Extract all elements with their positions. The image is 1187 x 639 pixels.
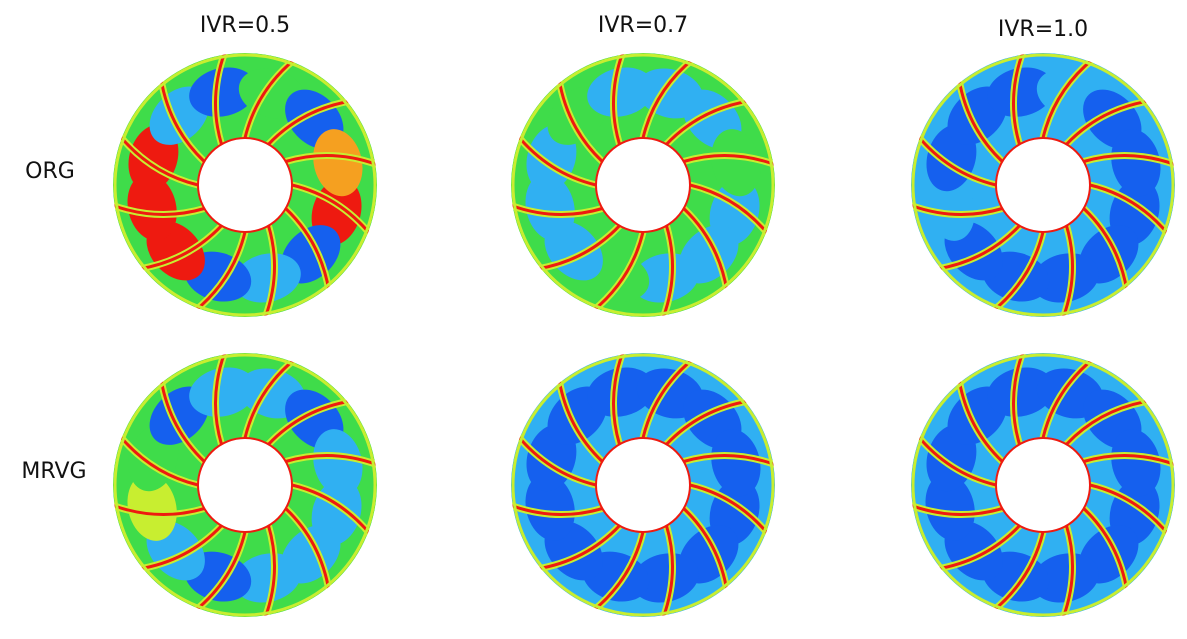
column-label: IVR=1.0	[998, 17, 1088, 42]
column-label: IVR=0.5	[200, 13, 290, 38]
hub-hole	[596, 438, 690, 532]
hub-hole	[198, 138, 292, 232]
column-label: IVR=0.7	[598, 13, 688, 38]
page: {"columns": ["IVR=0.5", "IVR=0.7", "IVR=…	[0, 0, 1187, 639]
hub-hole	[996, 138, 1090, 232]
row-label: ORG	[25, 159, 75, 184]
hub-hole	[996, 438, 1090, 532]
row-label: MRVG	[21, 459, 86, 484]
figure: IVR=0.5 IVR=0.7 IVR=1.0 ORG MRVG	[0, 0, 1187, 639]
hub-hole	[596, 138, 690, 232]
hub-hole	[198, 438, 292, 532]
